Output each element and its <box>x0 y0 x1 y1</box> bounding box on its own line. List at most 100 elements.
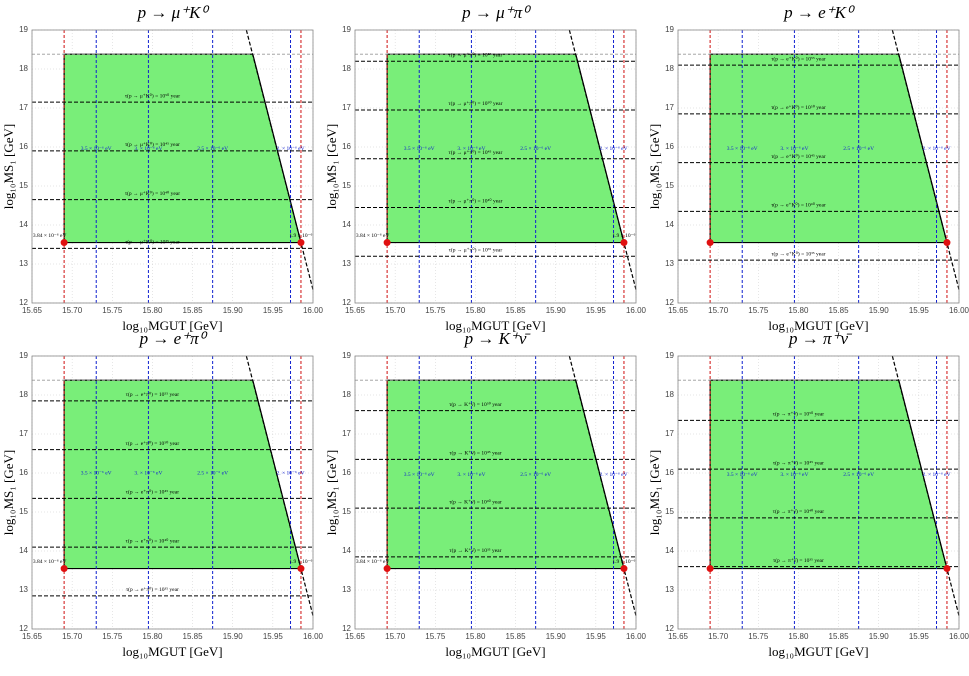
x-tick-label: 15.75 <box>102 632 123 641</box>
annotation: 2. × 10⁻⁶ eV <box>922 146 950 152</box>
annotation: 2.5 × 10⁻⁶ eV <box>843 146 874 152</box>
point <box>383 239 391 247</box>
lifetime-label: τ(p → K⁺ν̄) = 10⁴⁰ year <box>449 498 502 505</box>
y-tick-label: 17 <box>19 103 28 112</box>
annotation: 2. × 10⁻⁶ eV <box>276 470 304 476</box>
y-tick-label: 12 <box>19 624 28 633</box>
lifetime-label: τ(p → e⁺π⁰) = 10⁵⁵ year <box>126 391 179 398</box>
x-tick-label: 15.90 <box>223 306 244 315</box>
x-tick-label: 15.95 <box>909 306 930 315</box>
x-tick-label: 15.95 <box>586 306 607 315</box>
x-tick-label: 15.75 <box>748 306 769 315</box>
lifetime-label: τ(p → μ⁺K⁰) = 10⁴⁵ year <box>125 141 180 148</box>
point <box>297 239 305 247</box>
point <box>297 565 305 573</box>
plot-frame <box>354 355 637 630</box>
annotation: 2.5 × 10⁻⁶ eV <box>197 146 228 152</box>
x-tick-label: 15.70 <box>708 306 729 315</box>
lifetime-label: τ(p → μ⁺π⁰) = 10⁵⁵ year <box>449 51 503 58</box>
y-axis-label: log₁₀MS₁ [GeV] <box>1 124 16 209</box>
lifetime-label: τ(p → π⁺ν̄) = 10³⁵ year <box>773 557 824 564</box>
x-tick-label: 15.70 <box>708 632 729 641</box>
y-tick-label: 16 <box>342 142 351 151</box>
annotation: 3.5 × 10⁻⁶ eV <box>727 146 758 152</box>
annotation: 2.5 × 10⁻⁶ eV <box>520 472 551 478</box>
point <box>706 239 714 247</box>
y-axis-label: log₁₀MS₁ [GeV] <box>1 450 16 535</box>
x-tick-label: 15.80 <box>788 306 809 315</box>
x-tick-label: 15.95 <box>586 632 607 641</box>
x-tick-label: 15.75 <box>102 306 123 315</box>
y-tick-label: 13 <box>665 585 674 594</box>
plot-frame <box>31 355 314 630</box>
lifetime-label: τ(p → μ⁺π⁰) = 10⁴⁰ year <box>448 198 502 205</box>
x-axis-label: log₁₀MGUT [GeV] <box>768 318 868 333</box>
y-tick-label: 13 <box>342 259 351 268</box>
x-tick-label: 15.70 <box>62 306 83 315</box>
x-tick-label: 15.85 <box>506 306 527 315</box>
y-tick-label: 17 <box>342 103 351 112</box>
point <box>943 239 951 247</box>
annotation: 2. × 10⁻⁶ eV <box>599 472 627 478</box>
lifetime-label: τ(p → e⁺K⁰) = 10⁵⁰ year <box>771 104 826 111</box>
y-tick-label: 16 <box>19 468 28 477</box>
lifetime-label: τ(p → μ⁺π⁰) = 10⁴⁵ year <box>449 149 503 156</box>
plot-frame <box>31 29 314 304</box>
point <box>60 239 68 247</box>
plot-frame <box>354 29 637 304</box>
y-tick-label: 15 <box>19 507 28 516</box>
annotation: 2.5 × 10⁻⁶ eV <box>520 146 551 152</box>
annotation: 2. × 10⁻⁶ eV <box>276 146 304 152</box>
y-tick-label: 15 <box>342 181 351 190</box>
chart-title: p → μ⁺π⁰ <box>461 3 531 22</box>
x-tick-label: 15.90 <box>223 632 244 641</box>
x-tick-label: 15.75 <box>425 632 446 641</box>
annotation: 2.5 × 10⁻⁶ eV <box>843 472 874 478</box>
x-tick-label: 15.70 <box>385 306 406 315</box>
point <box>383 565 391 573</box>
x-tick-label: 15.90 <box>869 632 890 641</box>
y-tick-label: 19 <box>19 25 28 34</box>
y-tick-label: 13 <box>665 259 674 268</box>
lifetime-label: τ(p → π⁺ν̄) = 10⁴⁵ year <box>773 459 824 466</box>
point <box>706 565 714 573</box>
x-tick-label: 15.70 <box>62 632 83 641</box>
annotation: 2. × 10⁻⁶ eV <box>922 472 950 478</box>
x-tick-label: 15.90 <box>869 306 890 315</box>
y-tick-label: 16 <box>342 468 351 477</box>
y-tick-label: 18 <box>665 64 674 73</box>
y-tick-label: 12 <box>665 624 674 633</box>
y-tick-label: 18 <box>342 64 351 73</box>
y-tick-label: 12 <box>342 298 351 307</box>
y-tick-label: 19 <box>665 25 674 34</box>
lifetime-label: τ(p → e⁺K⁰) = 10⁴⁰ year <box>771 202 826 209</box>
x-axis-label: log₁₀MGUT [GeV] <box>122 644 222 659</box>
annotation: 3.5 × 10⁻⁶ eV <box>404 472 435 478</box>
lifetime-label: τ(p → e⁺π⁰) = 10³⁵ year <box>126 586 179 593</box>
boundary-line <box>245 29 314 290</box>
x-tick-label: 16.00 <box>303 632 324 641</box>
lifetime-label: τ(p → e⁺K⁰) = 10⁴⁵ year <box>771 153 826 160</box>
boundary-line <box>568 355 637 616</box>
x-tick-label: 15.65 <box>22 632 43 641</box>
annotation: 3.84 × 10⁻⁶ eV <box>356 233 390 239</box>
annotation: 1.9 × 10⁻⁶ <box>612 233 635 239</box>
x-tick-label: 16.00 <box>949 306 969 315</box>
y-axis-label: log₁₀MS₁ [GeV] <box>324 450 339 535</box>
y-tick-label: 17 <box>19 429 28 438</box>
y-tick-label: 14 <box>665 220 674 229</box>
annotation: 3.84 × 10⁻⁶ eV <box>356 559 390 565</box>
x-tick-label: 16.00 <box>949 632 969 641</box>
x-tick-label: 15.65 <box>345 632 366 641</box>
point <box>943 565 951 573</box>
y-tick-label: 12 <box>342 624 351 633</box>
annotation: 3. × 10⁻⁶ eV <box>780 146 808 152</box>
y-tick-label: 13 <box>19 585 28 594</box>
y-tick-label: 15 <box>19 181 28 190</box>
y-tick-label: 12 <box>19 298 28 307</box>
lifetime-label: τ(p → K⁺ν̄) = 10⁵⁰ year <box>449 401 502 408</box>
lifetime-label: τ(p → K⁺ν̄) = 10³⁵ year <box>449 547 501 554</box>
y-tick-label: 17 <box>665 429 674 438</box>
lifetime-label: τ(p → e⁺K⁰) = 10³⁵ year <box>771 250 825 257</box>
x-tick-label: 15.75 <box>425 306 446 315</box>
